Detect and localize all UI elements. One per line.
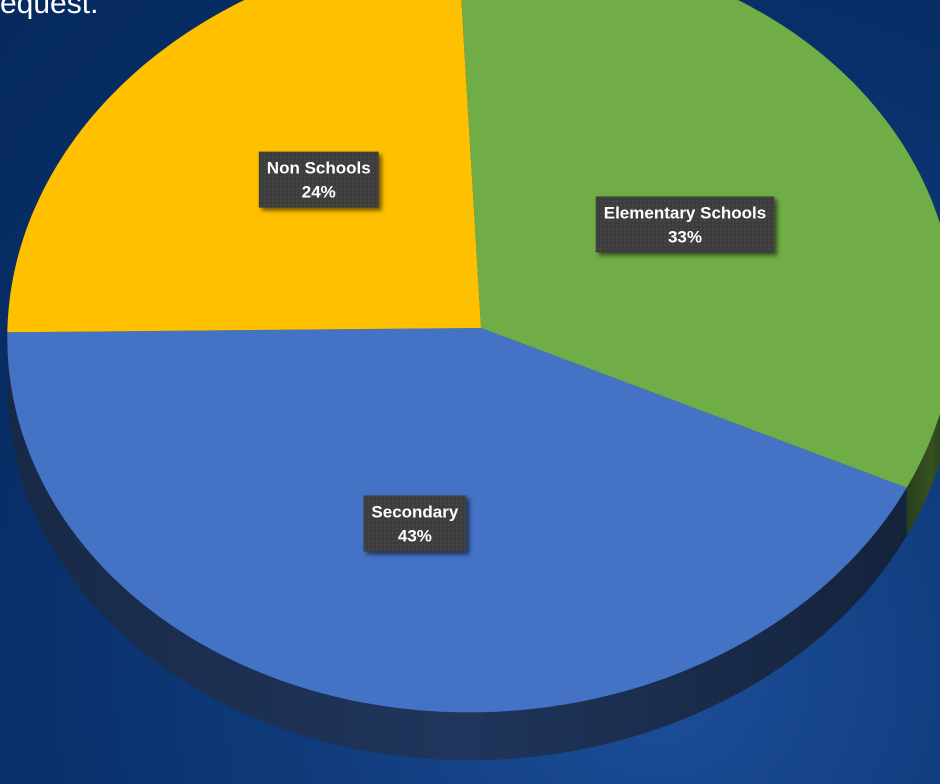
caption-text: equest. [0, 0, 99, 20]
data-label-percent: 24% [302, 183, 336, 202]
data-label-percent: 33% [668, 227, 702, 246]
data-label-box [258, 151, 379, 208]
data-label-elementary-schools: Elementary Schools 33% [595, 196, 775, 253]
data-label-secondary: Secondary 43% [363, 495, 467, 552]
data-label-percent: 43% [398, 526, 432, 545]
pie-slice-non-schools [7, 0, 481, 333]
data-label-category: Elementary Schools [604, 203, 767, 222]
pie-data-labels: Elementary Schools 33% Secondary 43% Non Sch… [258, 151, 775, 552]
pie-side-shade-elementary-schools [906, 413, 940, 536]
data-label-category: Secondary [371, 502, 458, 521]
pie-sides [7, 356, 940, 761]
data-label-box [595, 196, 775, 253]
data-label-non-schools: Non Schools 24% [258, 151, 379, 208]
data-label-box [363, 495, 467, 552]
data-label-category: Non Schools [267, 159, 371, 178]
